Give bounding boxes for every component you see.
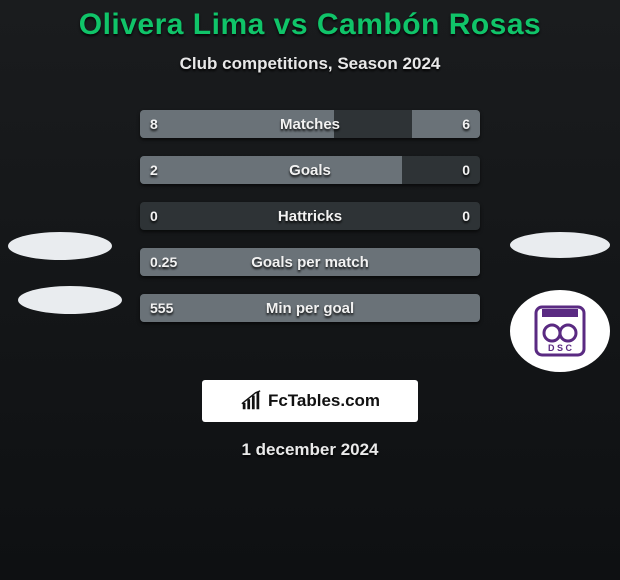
- stat-row: 20Goals: [140, 156, 480, 184]
- stat-value-right: 0: [462, 202, 470, 230]
- stat-value-left: 2: [150, 156, 158, 184]
- stat-value-left: 0: [150, 202, 158, 230]
- player-a-club-placeholder: [18, 286, 122, 314]
- bar-chart-icon: [240, 390, 262, 412]
- stat-fill-left: [140, 294, 480, 322]
- watermark-text: FcTables.com: [268, 391, 380, 411]
- stat-row: 555Min per goal: [140, 294, 480, 322]
- stat-value-left: 8: [150, 110, 158, 138]
- stat-fill-left: [140, 156, 402, 184]
- watermark-logo[interactable]: FcTables.com: [202, 380, 418, 422]
- page-title: Olivera Lima vs Cambón Rosas: [0, 8, 620, 42]
- stat-value-left: 555: [150, 294, 173, 322]
- stat-fill-left: [140, 248, 480, 276]
- club-crest-icon: D S C: [528, 299, 592, 363]
- player-b-club-badge: D S C: [510, 290, 610, 372]
- stat-row: 86Matches: [140, 110, 480, 138]
- stat-value-right: 6: [462, 110, 470, 138]
- stat-row: 0.25Goals per match: [140, 248, 480, 276]
- svg-text:D S C: D S C: [548, 343, 573, 353]
- stat-row: 0 0Hattricks: [140, 202, 480, 230]
- stat-value-right: 0: [462, 156, 470, 184]
- stats-area: 86Matches20Goals00Hattricks0.25Goals per…: [0, 110, 620, 350]
- stat-fill-left: [140, 110, 334, 138]
- player-a-avatar-placeholder: [8, 232, 112, 260]
- stats-bars: 86Matches20Goals00Hattricks0.25Goals per…: [140, 110, 480, 340]
- stat-value-left: 0.25: [150, 248, 177, 276]
- club-badge-circle: D S C: [510, 290, 610, 372]
- stat-label: Hattricks: [140, 202, 480, 230]
- player-b-avatar-placeholder: [510, 232, 610, 258]
- snapshot-date: 1 december 2024: [0, 440, 620, 460]
- comparison-card: Olivera Lima vs Cambón Rosas Club compet…: [0, 0, 620, 580]
- page-subtitle: Club competitions, Season 2024: [0, 54, 620, 74]
